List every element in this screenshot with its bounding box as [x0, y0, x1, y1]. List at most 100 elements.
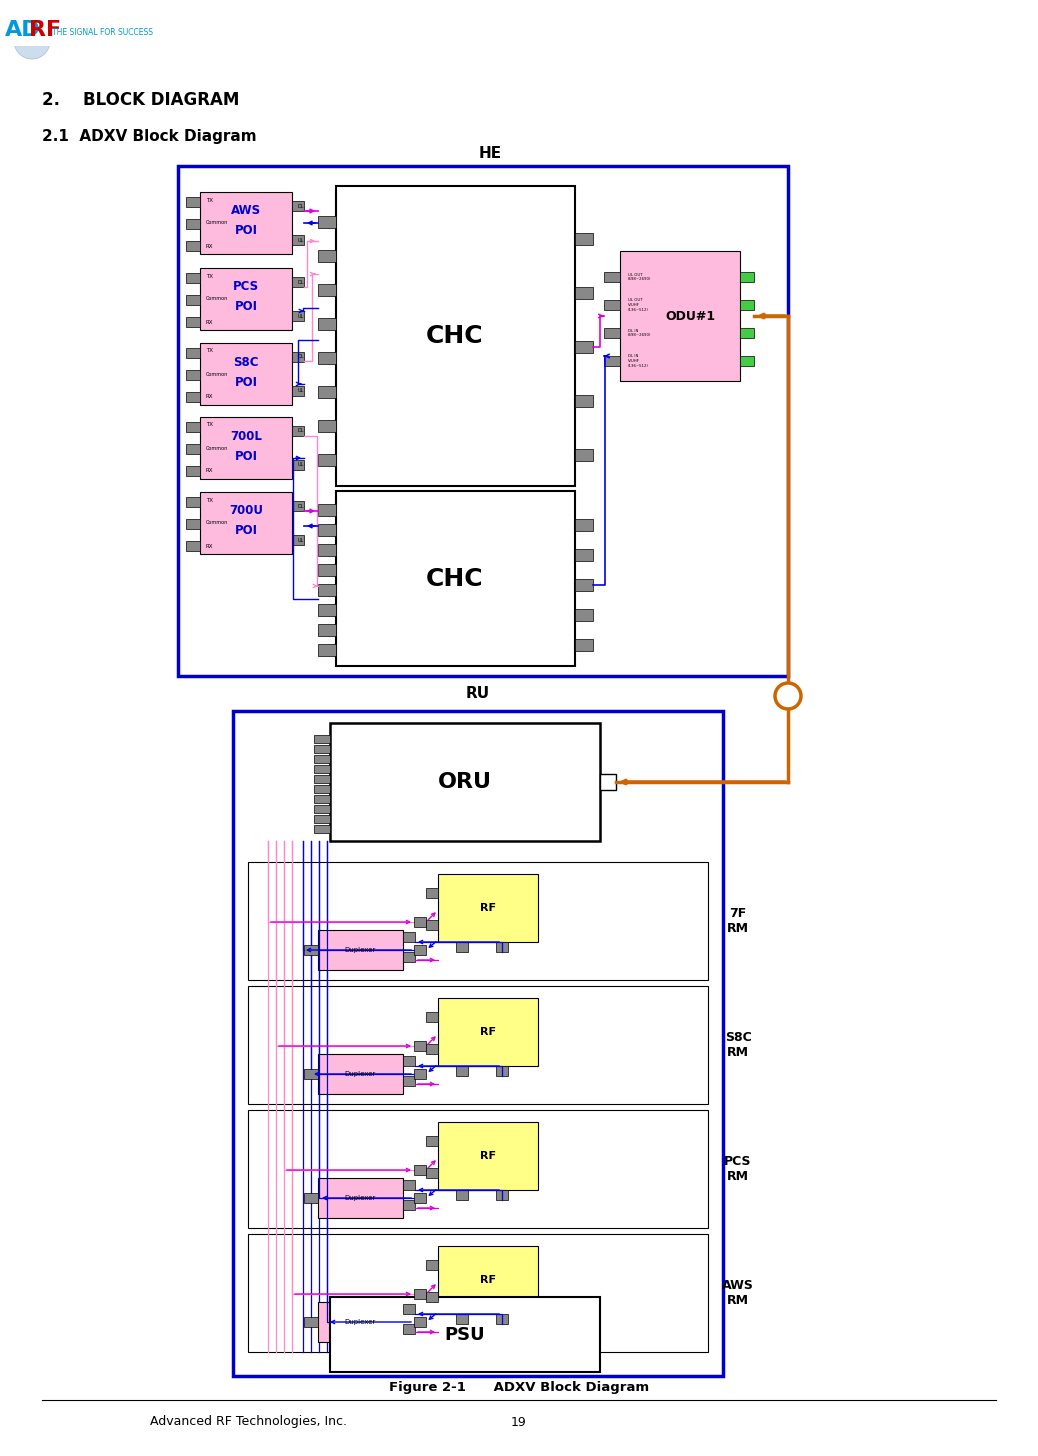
- Bar: [315, 756, 330, 763]
- Text: Duplexer: Duplexer: [345, 946, 376, 954]
- Text: TX: TX: [206, 198, 213, 202]
- Bar: [200, 344, 292, 405]
- Bar: [414, 1289, 426, 1299]
- Circle shape: [13, 23, 50, 60]
- Bar: [575, 549, 593, 561]
- Text: S8C: S8C: [234, 355, 258, 368]
- Bar: [292, 534, 304, 545]
- Text: Common: Common: [206, 220, 228, 226]
- Text: 700L: 700L: [230, 430, 262, 443]
- Bar: [403, 1056, 415, 1066]
- Bar: [200, 492, 292, 553]
- Text: RF: RF: [480, 1275, 496, 1286]
- Bar: [315, 745, 330, 753]
- Bar: [318, 504, 336, 515]
- Text: RX: RX: [206, 395, 214, 399]
- Bar: [186, 444, 200, 454]
- Bar: [403, 1324, 415, 1334]
- Bar: [318, 386, 336, 397]
- Bar: [318, 250, 336, 262]
- Bar: [186, 422, 200, 432]
- Bar: [318, 284, 336, 296]
- Bar: [575, 639, 593, 651]
- Circle shape: [775, 683, 801, 709]
- Bar: [456, 1066, 468, 1076]
- Text: POI: POI: [235, 224, 257, 237]
- Bar: [600, 775, 616, 791]
- Bar: [604, 328, 620, 338]
- Bar: [318, 545, 336, 556]
- Bar: [438, 997, 538, 1066]
- Bar: [315, 826, 330, 833]
- Bar: [292, 460, 304, 470]
- Bar: [414, 1165, 426, 1175]
- Text: HE: HE: [479, 147, 501, 162]
- Text: Figure 2-1      ADXV Block Diagram: Figure 2-1 ADXV Block Diagram: [389, 1382, 649, 1395]
- Bar: [318, 1054, 403, 1093]
- Bar: [414, 917, 426, 927]
- Bar: [318, 419, 336, 432]
- Bar: [426, 1291, 438, 1302]
- Text: RF: RF: [29, 20, 61, 39]
- Bar: [304, 945, 318, 955]
- Bar: [315, 775, 330, 783]
- Text: DL: DL: [298, 504, 304, 508]
- Text: DL: DL: [298, 280, 304, 284]
- Bar: [186, 296, 200, 304]
- Text: Duplexer: Duplexer: [345, 1195, 376, 1201]
- Bar: [740, 300, 754, 310]
- Bar: [426, 888, 438, 898]
- Bar: [336, 186, 575, 486]
- Text: AWS
RM: AWS RM: [722, 1278, 754, 1307]
- Bar: [426, 920, 438, 930]
- Bar: [604, 300, 620, 310]
- Text: Duplexer: Duplexer: [345, 1319, 376, 1325]
- Text: POI: POI: [235, 524, 257, 537]
- Text: Advanced RF Technologies, Inc.: Advanced RF Technologies, Inc.: [151, 1415, 347, 1428]
- Bar: [315, 785, 330, 794]
- Bar: [575, 579, 593, 591]
- Bar: [186, 218, 200, 229]
- Bar: [304, 1069, 318, 1079]
- Bar: [248, 1235, 708, 1353]
- Bar: [740, 272, 754, 282]
- Text: 700U: 700U: [229, 504, 263, 517]
- Text: S8C
RM: S8C RM: [725, 1031, 752, 1059]
- Bar: [414, 945, 426, 955]
- Text: RX: RX: [206, 543, 214, 549]
- Text: TX: TX: [206, 274, 213, 278]
- Text: DL: DL: [298, 204, 304, 208]
- Text: Common: Common: [206, 520, 228, 526]
- Text: PSU: PSU: [444, 1326, 486, 1344]
- Bar: [292, 427, 304, 435]
- Bar: [604, 357, 620, 365]
- Bar: [575, 341, 593, 352]
- Bar: [200, 192, 292, 253]
- Text: UL: UL: [298, 313, 304, 319]
- Bar: [330, 1297, 600, 1372]
- Text: CHC: CHC: [427, 325, 484, 348]
- Text: 2.1  ADXV Block Diagram: 2.1 ADXV Block Diagram: [42, 128, 256, 144]
- Text: AWS: AWS: [230, 204, 262, 217]
- Bar: [186, 348, 200, 358]
- Text: ODU#1: ODU#1: [665, 310, 715, 322]
- Bar: [604, 272, 620, 282]
- Text: AD: AD: [5, 20, 40, 39]
- Bar: [315, 795, 330, 804]
- Text: RX: RX: [206, 243, 214, 249]
- Bar: [496, 1066, 508, 1076]
- Bar: [0, 0, 180, 47]
- Text: POI: POI: [235, 376, 257, 389]
- Text: 7F
RM: 7F RM: [727, 907, 749, 935]
- Text: THE SIGNAL FOR SUCCESS: THE SIGNAL FOR SUCCESS: [52, 28, 153, 36]
- Text: TX: TX: [206, 498, 213, 502]
- Bar: [318, 930, 403, 970]
- Bar: [186, 272, 200, 282]
- Text: 2.    BLOCK DIAGRAM: 2. BLOCK DIAGRAM: [42, 90, 240, 109]
- Bar: [740, 357, 754, 365]
- Bar: [496, 942, 508, 952]
- Bar: [438, 874, 538, 942]
- Text: 19: 19: [511, 1415, 527, 1428]
- Bar: [426, 1136, 438, 1146]
- Bar: [200, 268, 292, 331]
